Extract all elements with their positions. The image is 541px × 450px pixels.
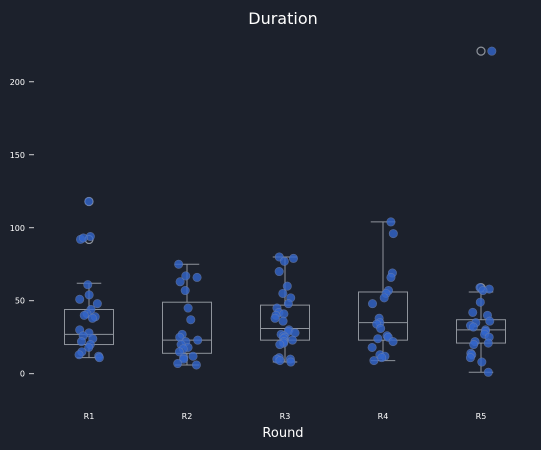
- data-point: [468, 322, 478, 332]
- data-point: [84, 196, 94, 206]
- data-point: [84, 290, 94, 300]
- data-point: [483, 338, 493, 348]
- data-point: [483, 367, 493, 377]
- data-point: [92, 299, 102, 309]
- data-point: [286, 357, 296, 367]
- data-point: [367, 342, 377, 352]
- y-tick-label: 0: [20, 370, 25, 379]
- data-point: [368, 299, 378, 309]
- y-tick-label: 100: [10, 224, 25, 233]
- data-point: [173, 359, 183, 369]
- x-tick-label: R5: [476, 412, 487, 421]
- data-point: [376, 323, 386, 333]
- data-point: [181, 271, 191, 281]
- data-point: [175, 277, 185, 287]
- data-point: [188, 351, 198, 361]
- data-point: [379, 293, 389, 303]
- data-point: [74, 350, 84, 360]
- data-point: [279, 256, 289, 266]
- data-point: [386, 272, 396, 282]
- y-tick-label: 200: [10, 78, 25, 87]
- data-point: [79, 310, 89, 320]
- data-point: [84, 342, 94, 352]
- data-point: [87, 313, 97, 323]
- data-point: [174, 259, 184, 269]
- data-point: [75, 294, 85, 304]
- data-point: [94, 353, 104, 363]
- data-point: [288, 253, 298, 263]
- x-axis-label: Round: [262, 426, 303, 441]
- data-point: [76, 337, 86, 347]
- data-point: [183, 303, 193, 313]
- x-tick-label: R3: [280, 412, 291, 421]
- data-point: [475, 297, 485, 307]
- x-tick-label: R2: [182, 412, 193, 421]
- box-iqr: [162, 301, 212, 354]
- data-point: [487, 46, 497, 56]
- y-axis: 0 50 100 150 200: [10, 78, 34, 379]
- data-point: [388, 337, 398, 347]
- data-point: [83, 280, 93, 290]
- box-iqr: [456, 319, 506, 344]
- y-tick-label: 50: [15, 297, 25, 306]
- data-point: [270, 313, 280, 323]
- chart-title: Duration: [248, 9, 318, 28]
- data-point: [278, 288, 288, 298]
- data-point: [274, 267, 284, 277]
- data-point: [373, 334, 383, 344]
- data-point: [193, 335, 203, 345]
- data-point: [485, 316, 495, 326]
- data-point: [191, 360, 201, 370]
- data-point: [478, 286, 488, 296]
- data-point: [369, 356, 379, 366]
- x-tick-label: R4: [378, 412, 389, 421]
- outlier-marker: [476, 46, 486, 56]
- data-point: [78, 233, 88, 243]
- y-tick-label: 150: [10, 151, 25, 160]
- data-point: [287, 335, 297, 345]
- data-point: [180, 286, 190, 296]
- point-group: [74, 46, 497, 377]
- data-point: [278, 316, 288, 326]
- data-point: [186, 315, 196, 325]
- data-point: [388, 229, 398, 239]
- data-point: [283, 299, 293, 309]
- data-point: [282, 281, 292, 291]
- data-point: [192, 272, 202, 282]
- data-point: [477, 357, 487, 367]
- x-axis: R1 R2 R3 R4 R5: [84, 412, 487, 421]
- data-point: [386, 217, 396, 227]
- data-point: [377, 353, 387, 363]
- data-point: [469, 340, 479, 350]
- data-point: [468, 307, 478, 317]
- data-point: [465, 353, 475, 363]
- data-point: [275, 340, 285, 350]
- x-tick-label: R1: [84, 412, 95, 421]
- data-point: [275, 356, 285, 366]
